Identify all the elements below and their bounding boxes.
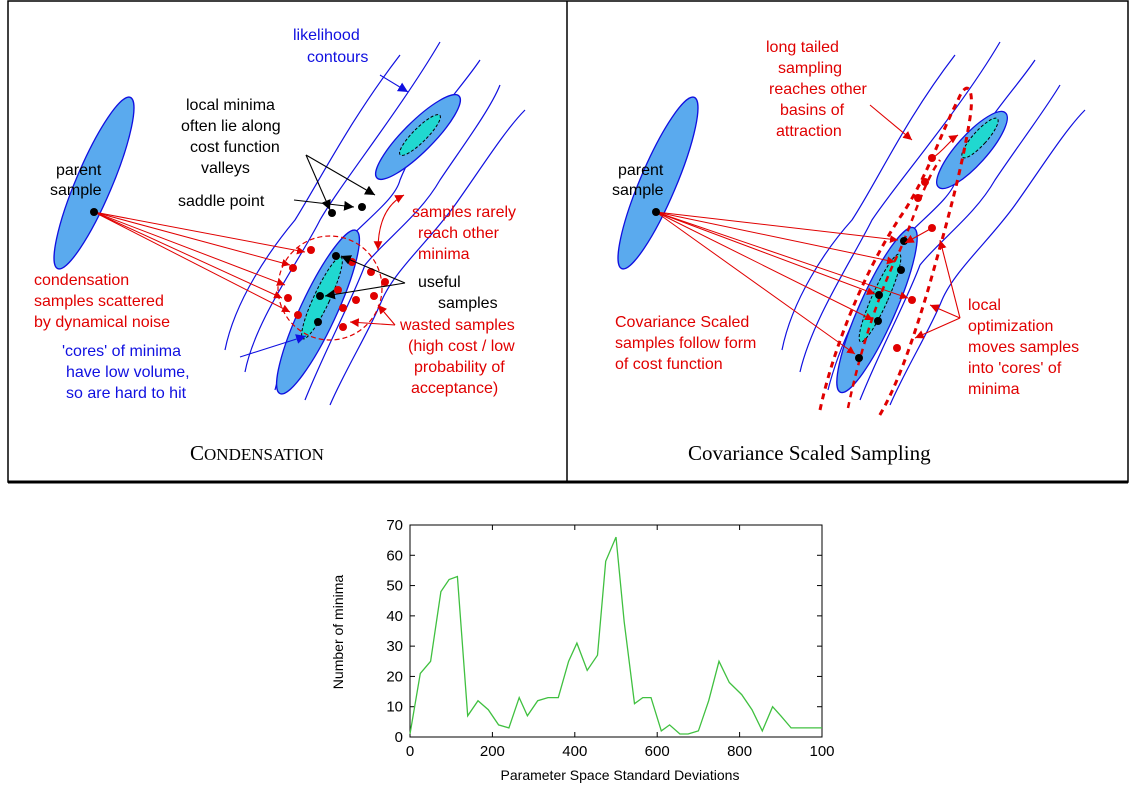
x-tick-label: 600 xyxy=(645,743,670,760)
rarely-arrow xyxy=(373,194,405,251)
parent-label-right: parent sample xyxy=(612,162,664,199)
diagram-panels: likelihood contours parent sample local mi… xyxy=(7,0,1129,484)
useful-label: useful samples xyxy=(418,274,498,312)
y-tick-label: 30 xyxy=(386,638,403,655)
y-tick-label: 40 xyxy=(386,608,403,625)
black-samples xyxy=(314,203,366,326)
rarely-label: samples rarely reach other minima xyxy=(412,204,516,263)
chart-frame xyxy=(409,524,823,738)
cores-label: 'cores' of minima have low volume, so are … xyxy=(62,343,190,402)
local-opt-label: local optimization moves samples into 'core… xyxy=(968,297,1079,398)
cores-arrow xyxy=(239,334,307,358)
right-panel: parent sample long tailed sampling reaches … xyxy=(612,39,1086,465)
right-parent-ellipse xyxy=(617,96,699,270)
parent-label-left: parent sample xyxy=(50,162,102,199)
parent-point xyxy=(90,208,98,216)
chart-xlabel: Parameter Space Standard Deviations xyxy=(501,767,740,783)
x-tick-label: 400 xyxy=(562,743,587,760)
red-samples xyxy=(284,246,389,331)
minima-chart: 0 10 20 30 40 50 60 70 0 200 400 600 800 100 Number o… xyxy=(330,517,835,783)
y-tick-label: 50 xyxy=(386,578,403,595)
chart-plot-area: 0 10 20 30 40 50 60 70 0 200 400 600 800 100 xyxy=(386,517,834,760)
wasted-label: wasted samples (high cost / low probabilit… xyxy=(399,317,515,397)
x-tick-label: 800 xyxy=(727,743,752,760)
saddle-label: saddle point xyxy=(178,193,265,210)
right-black-samples xyxy=(855,237,908,362)
cov-scaled-label: Covariance Scaled samples follow form of c… xyxy=(615,314,756,373)
y-tick-label: 60 xyxy=(386,547,403,564)
parent-ellipse xyxy=(53,96,135,270)
scatter-circle xyxy=(277,235,383,341)
condensation-rays xyxy=(93,211,306,313)
y-tick-label: 0 xyxy=(395,729,403,746)
panel-frame xyxy=(7,0,1129,483)
chart-ylabel: Number of minima xyxy=(330,575,346,690)
left-caption: CONDENSATION xyxy=(190,441,324,465)
x-tick-label: 0 xyxy=(406,743,414,760)
x-tick-label: 200 xyxy=(480,743,505,760)
condensation-label: condensation samples scattered by dynamica… xyxy=(34,272,170,331)
right-red-arrows xyxy=(869,104,961,339)
y-tick-label: 70 xyxy=(386,517,403,534)
right-parent-point xyxy=(652,208,660,216)
x-tick-label: 100 xyxy=(809,743,834,760)
local-minima-label: local minima often lie along cost function… xyxy=(181,97,281,177)
left-panel: likelihood contours parent sample local mi… xyxy=(34,27,526,465)
likelihood-label: likelihood contours xyxy=(293,27,368,66)
right-upper-core xyxy=(961,117,999,159)
long-tailed-envelope xyxy=(818,86,973,419)
y-tick-label: 20 xyxy=(386,668,403,685)
series-line xyxy=(409,536,822,735)
right-contours xyxy=(781,41,1086,406)
right-rays xyxy=(655,211,909,355)
wasted-arrow-2 xyxy=(349,318,396,327)
long-tailed-label: long tailed sampling reaches other basins o… xyxy=(766,39,868,140)
upper-core xyxy=(399,114,441,156)
wasted-arrow-1 xyxy=(377,304,396,326)
black-arrows xyxy=(293,154,406,300)
right-caption: Covariance Scaled Sampling xyxy=(688,441,931,465)
y-tick-label: 10 xyxy=(386,699,403,716)
contour-arrow xyxy=(379,74,409,93)
